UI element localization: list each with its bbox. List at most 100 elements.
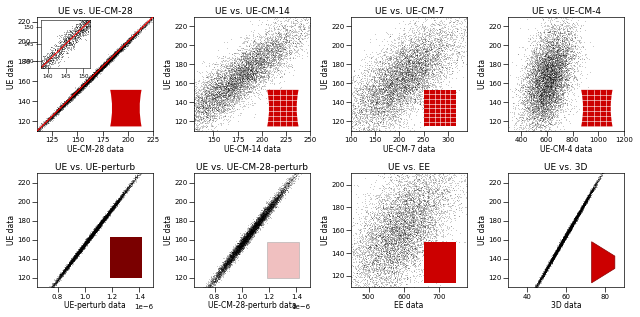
Point [231,250,241,256]
Point [84,76,94,81]
Point [434,200,444,205]
Point [261,211,271,217]
Point [56,273,66,278]
Point [293,33,303,38]
Point [281,36,291,41]
Point [96,221,106,226]
Point [59,267,69,272]
Point [530,73,540,78]
Point [311,28,321,33]
Point [538,275,548,280]
Point [176,109,186,114]
Point [462,131,472,136]
Point [81,240,91,245]
Point [139,25,149,30]
Point [543,67,553,72]
Point [514,127,524,132]
Point [387,83,397,88]
Point [122,38,132,43]
Point [564,226,574,231]
Point [88,75,98,80]
Point [540,268,550,273]
Point [264,58,274,63]
Point [525,115,536,120]
Point [89,230,99,236]
Point [211,98,221,103]
Point [353,118,364,123]
Point [106,55,116,60]
Point [246,229,256,234]
Point [588,188,598,193]
Point [585,193,595,198]
Point [367,248,377,253]
Point [243,234,253,239]
Point [299,25,309,30]
Point [358,91,369,96]
Point [240,81,250,86]
Point [75,248,85,253]
Point [110,201,120,206]
Point [239,66,250,71]
Point [557,240,568,245]
Point [219,261,229,266]
Point [247,69,257,74]
Point [435,210,445,215]
Point [74,249,84,255]
Point [386,81,396,87]
Point [257,69,268,74]
Point [225,259,235,264]
Point [548,255,559,260]
Point [113,47,123,52]
Point [378,243,388,248]
Point [244,229,255,234]
Point [107,208,117,213]
Point [563,31,573,36]
Point [369,83,380,88]
Point [240,83,250,88]
Point [370,224,380,229]
Point [415,273,426,278]
Point [563,229,573,234]
Point [379,76,389,81]
Point [55,108,65,113]
Point [332,172,342,177]
Point [200,100,211,105]
Point [63,266,74,271]
Point [560,237,570,242]
Point [104,58,114,63]
Point [545,63,555,68]
Point [397,243,407,248]
Point [96,220,106,225]
Point [401,231,411,236]
Point [263,54,273,59]
Point [198,119,209,124]
Point [273,39,284,44]
Point [525,87,536,92]
Point [529,289,539,294]
Point [551,71,561,76]
Point [242,235,252,240]
Point [216,274,226,279]
Point [371,128,381,133]
Point [384,107,394,112]
Point [225,253,235,258]
Point [68,258,79,263]
Point [550,87,561,92]
Point [269,196,279,201]
Point [534,59,544,64]
Point [374,50,384,55]
Point [429,249,440,254]
Point [535,98,545,103]
Point [558,237,568,243]
Point [271,57,281,62]
Point [311,114,321,119]
Point [261,207,271,212]
Point [214,274,224,279]
Point [535,275,545,281]
Point [287,176,298,181]
Point [108,206,118,211]
Point [93,222,103,227]
Point [60,269,70,274]
Point [540,82,550,87]
Point [249,42,259,47]
